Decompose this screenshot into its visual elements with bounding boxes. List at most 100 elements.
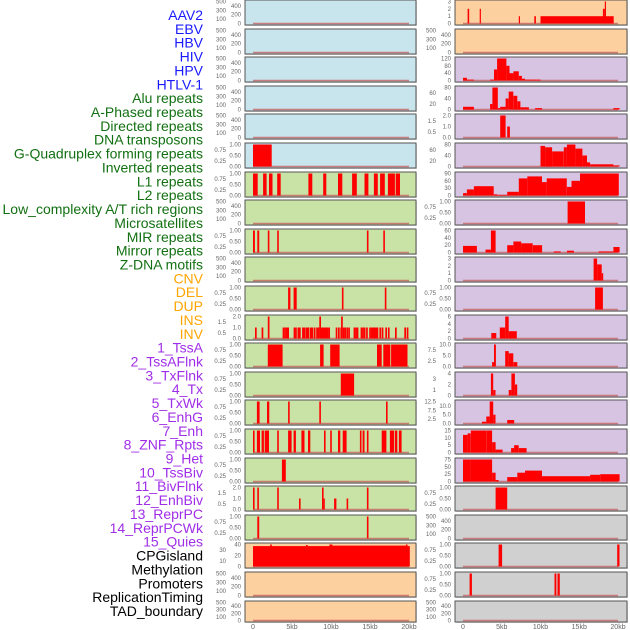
data-bar [338, 430, 341, 453]
data-bar [582, 155, 587, 167]
data-bar [552, 151, 564, 167]
panel-background [454, 56, 628, 83]
data-bar [384, 287, 387, 310]
panel-background [244, 171, 417, 198]
data-bar [490, 79, 494, 81]
y-tick-label: 1.00 [229, 343, 241, 349]
data-bar [269, 173, 273, 196]
y-tick-label: 0 [238, 108, 242, 114]
y-tick-label: 0 [448, 51, 452, 57]
data-bar [500, 115, 506, 138]
data-bar [492, 442, 496, 453]
feature-label: ReplicationTiming [92, 589, 203, 605]
data-bar [341, 316, 343, 339]
y-tick-label: 0.25 [424, 588, 436, 594]
data-bar [341, 287, 344, 310]
data-bar [506, 65, 510, 81]
panel-background [244, 314, 417, 341]
panel: 0 1 2 3 4 [433, 371, 628, 400]
y-tick-label: 0.50 [229, 240, 241, 246]
data-bar [353, 327, 356, 339]
data-bar [517, 101, 521, 110]
feature-label: G-Quadruplex forming repeats [14, 146, 203, 162]
y-tick-label: 0.75 [424, 577, 436, 583]
x-tick-label-right: 0 [461, 624, 465, 630]
data-bar [326, 327, 329, 339]
y-tick-label: 80 [444, 143, 451, 149]
data-bar [398, 430, 402, 453]
feature-label: 3_TxFlnk [145, 367, 204, 383]
panel: 0 100 200 300 400 500 [426, 28, 628, 57]
y-tick-label: 1.5 [428, 119, 437, 125]
y-tick-label: 0 [448, 537, 452, 543]
left-panel-column: 0100200300400500010020030040050001002003… [214, 0, 417, 625]
feature-label: 6_EnhG [152, 409, 203, 425]
panel: 0 100 200 300 400 500 [216, 600, 417, 625]
y-tick-label: 200 [231, 270, 242, 276]
y-tick-label: 1.00 [229, 400, 241, 406]
data-bar [566, 186, 572, 196]
data-bar [360, 327, 363, 339]
data-bar [387, 327, 390, 339]
panel-background [244, 371, 417, 398]
y-tick-label: 10 [219, 559, 226, 565]
y-tick-label: 0.00 [229, 451, 241, 457]
right-panel-column: 01230100200300400500040801200204060800.0… [424, 0, 628, 625]
data-bar [277, 173, 281, 196]
data-bar [288, 287, 291, 310]
data-bar [338, 327, 340, 339]
data-bar [508, 353, 514, 367]
y-tick-label: 1.00 [229, 515, 241, 521]
y-tick-label: 400 [231, 261, 242, 267]
y-tick-label: 0.50 [229, 354, 241, 360]
data-bar [542, 476, 591, 482]
data-bar [319, 316, 321, 339]
feature-label: 10_TssBiv [139, 464, 203, 480]
data-bar [308, 173, 313, 196]
feature-label: 9_Het [166, 451, 203, 467]
y-tick-label: 0.75 [214, 234, 226, 240]
y-tick-label: 0.50 [229, 440, 241, 446]
data-bar [597, 264, 602, 281]
panel-background [454, 600, 628, 623]
data-bar [325, 327, 328, 339]
y-tick-label: 2.0 [443, 114, 452, 120]
y-tick-label: 20 [429, 159, 436, 165]
panel: 0.0 0.5 1.0 1.5 2.0 [428, 113, 628, 142]
data-bar [466, 79, 474, 81]
data-bar [567, 201, 585, 224]
x-tick-label-left: 0 [251, 624, 255, 630]
panel-background [244, 228, 417, 255]
data-bar [518, 16, 520, 24]
y-tick-label: 200 [231, 42, 242, 48]
y-tick-label: 200 [441, 42, 452, 48]
data-bar [386, 401, 388, 424]
y-tick-label: 0.0 [443, 365, 452, 371]
y-tick-label: 400 [231, 576, 242, 582]
data-bar [380, 173, 385, 196]
y-tick-label: 1.0 [443, 125, 452, 131]
data-bar [256, 401, 260, 424]
y-tick-label: 0.50 [439, 583, 451, 589]
panel: 0 20 40 60 80 [429, 85, 628, 114]
y-tick-label: 0.00 [229, 165, 241, 171]
y-tick-label: 2.5 [428, 417, 437, 423]
y-tick-label: 0.00 [439, 594, 451, 600]
data-bar [277, 487, 279, 510]
y-tick-label: 0.25 [214, 302, 226, 308]
panel: 0 100 200 300 400 500 [216, 571, 417, 600]
y-tick-label: 25 [444, 472, 451, 478]
y-tick-label: 500 [216, 86, 227, 92]
y-tick-label: 1.00 [439, 486, 451, 492]
y-tick-label: 40 [444, 154, 451, 160]
y-tick-label: 400 [441, 604, 452, 610]
data-bar [507, 477, 518, 482]
data-bar [534, 16, 536, 24]
data-bar [467, 433, 471, 453]
data-bar [514, 384, 518, 396]
y-tick-label: 10.0 [439, 343, 451, 349]
data-bar [602, 8, 605, 24]
panel-background [454, 371, 628, 398]
y-tick-label: 1.00 [229, 143, 241, 149]
